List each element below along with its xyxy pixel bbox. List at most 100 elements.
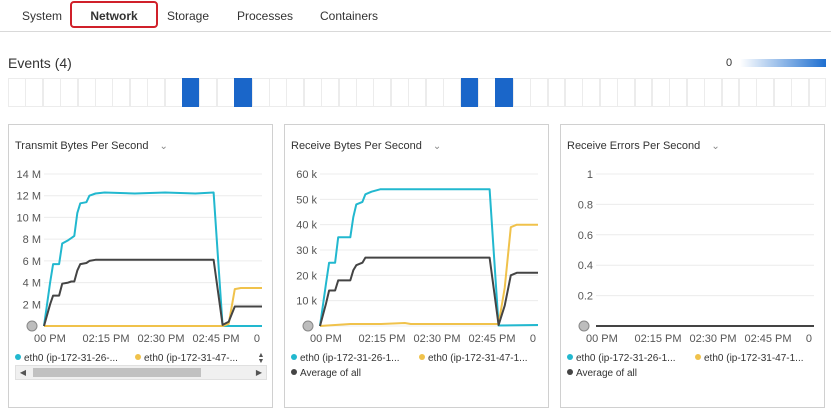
event-cell-active[interactable] [495, 78, 514, 107]
event-cell [303, 78, 322, 107]
y-tick-label: 1 [587, 169, 593, 181]
events-scale-min: 0 [726, 57, 733, 69]
legend-item[interactable]: eth0 (ip-172-31-47-1... [695, 353, 804, 364]
legend-label: eth0 (ip-172-31-26-1... [576, 353, 676, 364]
series-line [319, 223, 538, 327]
tab-system[interactable]: System [21, 9, 62, 23]
chevron-down-icon[interactable]: ⌄ [432, 141, 442, 152]
events-timeline [8, 78, 827, 107]
x-tick-label: 02:45 PM [468, 333, 515, 345]
legend-dot [567, 369, 573, 375]
x-tick-label: 0 [530, 333, 536, 345]
y-tick-label: 4 M [23, 278, 41, 290]
y-tick-label: 12 M [17, 191, 41, 203]
event-cell [356, 78, 374, 107]
legend-item[interactable]: eth0 (ip-172-31-26-... [15, 353, 118, 364]
event-cell [634, 78, 653, 107]
panel-title-wrap[interactable]: Receive Errors Per Second ⌄ [567, 140, 720, 152]
y-tick-label: 6 M [23, 256, 41, 268]
y-tick-label: 0.6 [578, 230, 593, 242]
panel-title: Transmit Bytes Per Second [15, 140, 149, 152]
event-cell [199, 78, 218, 107]
x-tick-label: 02:30 PM [137, 333, 184, 345]
series-line [43, 258, 262, 327]
legend-dot [291, 369, 297, 375]
x-tick-label: 02:15 PM [358, 333, 405, 345]
legend-label: Average of all [576, 368, 637, 379]
event-cell [321, 78, 340, 107]
panel-title-wrap[interactable]: Transmit Bytes Per Second ⌄ [15, 140, 168, 152]
event-cell [564, 78, 583, 107]
legend-label: Average of all [300, 368, 361, 379]
event-cell [651, 78, 670, 107]
event-cell [8, 78, 26, 107]
panel-title-wrap[interactable]: Receive Bytes Per Second ⌄ [291, 140, 441, 152]
event-cell [129, 78, 148, 107]
legend-scroll-arrows[interactable]: ▲ ▼ [257, 352, 265, 365]
legend-item[interactable]: eth0 (ip-172-31-26-1... [567, 353, 676, 364]
y-tick-label: 10 M [17, 212, 41, 224]
event-cell [25, 78, 44, 107]
legend-label: eth0 (ip-172-31-47-1... [428, 353, 528, 364]
event-cell [338, 78, 357, 107]
legend-item[interactable]: eth0 (ip-172-31-47-... [135, 353, 238, 364]
tab-containers[interactable]: Containers [319, 9, 379, 23]
panel-title: Receive Errors Per Second [567, 140, 701, 152]
legend-dot [695, 354, 701, 360]
range-handle [26, 320, 38, 332]
events-title: Events (4) [8, 55, 72, 71]
y-tick-label: 0.4 [578, 260, 593, 272]
event-cell [704, 78, 723, 107]
tab-network[interactable]: Network [70, 1, 158, 28]
chevron-down-icon[interactable]: ⌄ [711, 141, 720, 152]
chevron-down-icon[interactable]: ⌄ [159, 141, 168, 152]
chart-panel-errors: Receive Errors Per Second ⌄ 0.2 0.4 0.6 0.8… [560, 124, 825, 408]
event-cell [582, 78, 601, 107]
series-line [44, 287, 262, 327]
line-chart: 0.2 0.4 0.6 0.8 1 00 PM 02:15 PM 02:30 PM 02:45 … [578, 169, 814, 345]
legend-dot [567, 354, 573, 360]
legend-dot [15, 354, 21, 360]
x-tick-label: 00 PM [586, 333, 618, 345]
event-cell [617, 78, 636, 107]
y-tick-label: 60 k [296, 169, 317, 181]
event-cell [443, 78, 461, 107]
range-handle [578, 320, 590, 332]
y-tick-label: 30 k [296, 245, 317, 257]
event-cell [373, 78, 392, 107]
tab-storage[interactable]: Storage [166, 9, 210, 23]
event-cell [112, 78, 131, 107]
event-cell [599, 78, 618, 107]
x-tick-label: 02:45 PM [744, 333, 791, 345]
event-cell-active[interactable] [182, 78, 200, 107]
legend-label: eth0 (ip-172-31-47-... [144, 353, 238, 364]
event-cell [773, 78, 792, 107]
chart-panel-transmit: Transmit Bytes Per Second ⌄ 2 M 4 M 6 M 8 M… [8, 124, 273, 408]
event-cell [808, 78, 827, 107]
legend-scrollbar[interactable]: ◀ ▶ [15, 365, 267, 380]
y-tick-label: 10 k [296, 296, 317, 308]
scroll-right-icon[interactable]: ▶ [255, 368, 263, 377]
event-cell [164, 78, 183, 107]
x-tick-label: 02:15 PM [634, 333, 681, 345]
tab-processes[interactable]: Processes [236, 9, 294, 23]
event-cell [512, 78, 531, 107]
legend-item[interactable]: eth0 (ip-172-31-26-1... [291, 353, 400, 364]
legend-item[interactable]: Average of all [291, 368, 361, 379]
legend-item[interactable]: eth0 (ip-172-31-47-1... [419, 353, 528, 364]
y-tick-label: 20 k [296, 270, 317, 282]
x-tick-label: 0 [254, 333, 260, 345]
y-tick-label: 50 k [296, 194, 317, 206]
event-cell [530, 78, 549, 107]
event-cell-active[interactable] [460, 78, 479, 107]
legend-label: eth0 (ip-172-31-26-... [24, 353, 118, 364]
legend-label: eth0 (ip-172-31-26-1... [300, 353, 400, 364]
scroll-left-icon[interactable]: ◀ [19, 368, 27, 377]
scrollbar-thumb[interactable] [33, 368, 201, 377]
x-tick-label: 00 PM [310, 333, 342, 345]
event-cell-active[interactable] [234, 78, 253, 107]
line-chart: 2 M 4 M 6 M 8 M 10 M 12 M 14 M 00 PM 02:15 PM 02:… [17, 169, 262, 345]
event-cell [77, 78, 96, 107]
x-tick-label: 00 PM [34, 333, 66, 345]
legend-item[interactable]: Average of all [567, 368, 637, 379]
